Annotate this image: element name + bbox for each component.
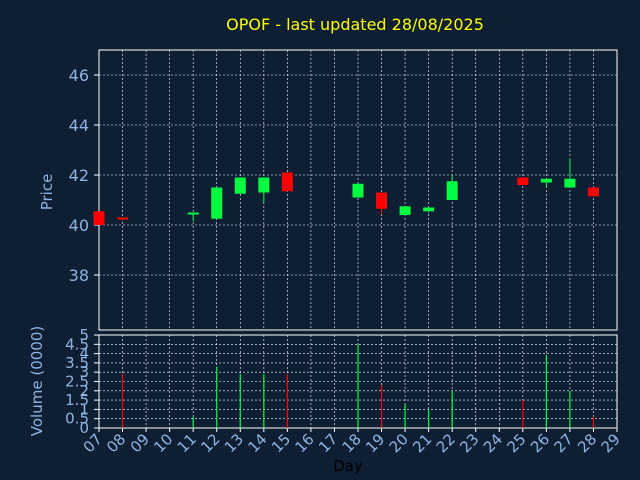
candle-body	[234, 177, 246, 194]
candle-body	[258, 177, 270, 193]
volume-tick-label: 4	[79, 345, 89, 363]
price-y-ticks: 38 40 42 44 46	[69, 66, 99, 285]
volume-y-ticks: 00.511.522.533.544.55	[65, 326, 99, 437]
price-tick-label: 40	[69, 216, 89, 235]
volume-tick-label: 4.5	[65, 335, 89, 353]
volume-tick-label: 1.5	[65, 391, 89, 409]
candle-body	[352, 183, 364, 198]
volume-tick-label: 0.5	[65, 410, 89, 428]
candle-body	[187, 212, 199, 215]
candle-body	[281, 172, 293, 192]
candle-body	[540, 178, 552, 183]
volume-tick-label: 3.5	[65, 354, 89, 372]
x-tick-labels: 0708091011121314151617181920212223242526…	[80, 428, 624, 456]
candles	[93, 158, 599, 225]
candle-body	[423, 207, 435, 212]
volume-tick-label: 2.5	[65, 373, 89, 391]
volume-tick-label: 2	[79, 382, 89, 400]
price-tick-label: 42	[69, 166, 89, 185]
x-axis-label: Day	[333, 457, 363, 475]
candle-body	[446, 181, 458, 200]
price-axis-label: Price	[38, 174, 56, 211]
volume-tick-label: 3	[79, 363, 89, 381]
chart-title: OPOF - last updated 28/08/2025	[226, 15, 484, 34]
price-tick-label: 38	[69, 266, 89, 285]
volume-panel: 00.511.522.533.544.55 Volume (0000)	[28, 326, 618, 437]
candle-body	[517, 177, 529, 185]
volume-tick-label: 0	[79, 419, 89, 437]
candle-body	[376, 192, 388, 209]
candle-body	[564, 178, 576, 188]
candle-body	[399, 206, 411, 215]
candle-body	[587, 187, 599, 197]
price-panel: 38 40 42 44 46 Price	[38, 49, 618, 331]
volume-axis-label: Volume (0000)	[28, 326, 46, 436]
price-tick-label: 44	[69, 116, 89, 135]
price-tick-label: 46	[69, 66, 89, 85]
volume-tick-label: 5	[79, 326, 89, 344]
candle-body	[93, 211, 105, 225]
candle-body	[211, 187, 223, 219]
volume-bars	[121, 344, 595, 428]
volume-tick-label: 1	[79, 400, 89, 418]
candle-body	[117, 217, 129, 220]
